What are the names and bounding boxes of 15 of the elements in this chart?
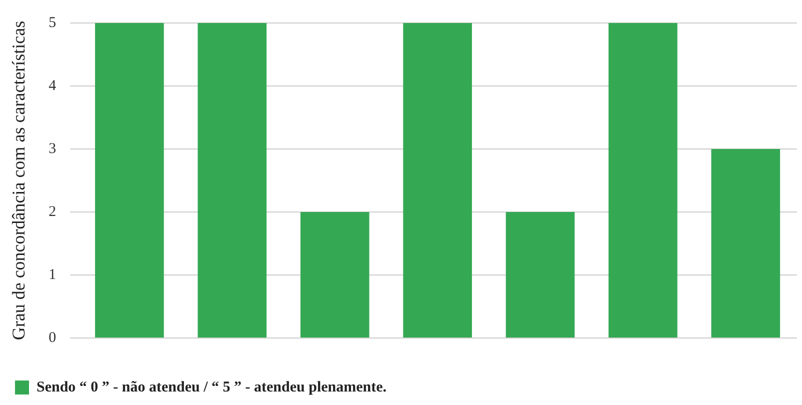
legend-label: Sendo “ 0 ” - não atendeu / “ 5 ” - atendeu plenamente. xyxy=(36,379,387,396)
y-tick-label: 2 xyxy=(48,204,56,220)
bar xyxy=(198,23,267,338)
y-axis-title: Grau de concordância com as características xyxy=(8,20,29,340)
bar xyxy=(711,149,780,338)
bar xyxy=(608,23,678,338)
y-tick-label: 4 xyxy=(48,78,57,94)
y-tick-label: 1 xyxy=(48,266,56,283)
bar xyxy=(95,23,164,338)
bar xyxy=(403,23,472,338)
y-tick-label: 0 xyxy=(48,330,56,346)
y-tick-label: 5 xyxy=(48,14,56,31)
bar xyxy=(506,212,575,338)
y-tick-label: 3 xyxy=(48,140,56,157)
bar xyxy=(300,212,370,338)
